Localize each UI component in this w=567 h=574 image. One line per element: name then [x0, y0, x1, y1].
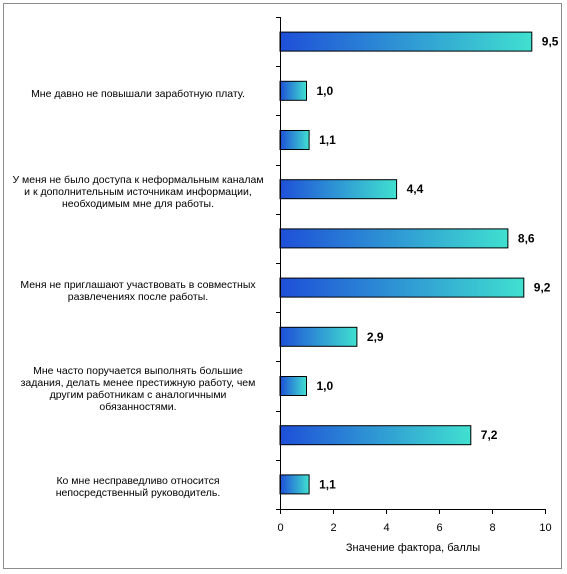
category-label-5: Меня не приглашают участвовать в совмест…: [2, 279, 274, 303]
value-label-2: 1,1: [319, 133, 336, 147]
x-tick-label-0: 0: [277, 522, 283, 534]
bar-2: [279, 130, 310, 150]
bar-5: [279, 277, 525, 298]
bar-1: [279, 80, 307, 101]
x-tick-label-3: 6: [436, 522, 442, 534]
bar-3: [279, 179, 398, 200]
category-label-3: У меня не было доступа к неформальным ка…: [2, 174, 274, 210]
bar-9: [279, 474, 310, 495]
category-label-1: Мне давно не повышали заработную плату.: [2, 88, 274, 100]
bar-8: [279, 425, 472, 446]
value-label-1: 1,0: [317, 84, 334, 98]
category-label-line: Мне часто поручается выполнять большие: [33, 365, 243, 377]
value-label-4: 8,6: [518, 231, 535, 245]
category-label-line: задания, делать менее престижную работу,…: [20, 377, 256, 389]
category-label-line: и к дополнительным источникам информации…: [24, 186, 252, 199]
value-label-9: 1,1: [319, 477, 336, 491]
category-label-line: развлечениях после работы.: [67, 290, 209, 303]
x-tick-label-4: 8: [489, 522, 495, 534]
value-label-0: 9,5: [542, 35, 559, 49]
value-label-3: 4,4: [407, 182, 424, 196]
value-label-6: 2,9: [367, 330, 384, 344]
category-label-9: Ко мне несправедливо относится непосредст…: [2, 475, 274, 499]
bar-0: [279, 31, 533, 52]
bar-4: [279, 228, 509, 249]
x-tick-label-5: 10: [539, 522, 551, 534]
category-label-line: У меня не было доступа к неформальным ка…: [12, 174, 264, 187]
x-tick-label-1: 2: [330, 522, 336, 534]
category-label-line: Ко мне несправедливо относится: [56, 475, 220, 488]
category-label-7: Мне часто поручается выполнять большие за…: [2, 365, 274, 413]
value-label-7: 1,0: [317, 379, 334, 393]
category-label-line: другим работникам с аналогичными: [49, 389, 227, 401]
category-label-line: необходимым мне для работы.: [62, 198, 214, 211]
category-label-line: Мне давно не повышали заработную плату.: [31, 87, 245, 100]
value-label-8: 7,2: [481, 428, 498, 442]
value-label-5: 9,2: [534, 281, 551, 295]
x-tick-label-2: 4: [383, 522, 389, 534]
bar-6: [279, 326, 358, 347]
bar-7: [279, 376, 307, 396]
x-axis-title: Значение фактора, баллы: [346, 542, 480, 554]
category-label-line: обязанностями.: [99, 401, 177, 413]
category-label-line: непосредственный руководитель.: [55, 487, 221, 500]
category-label-line: Меня не приглашают участвовать в совмест…: [20, 278, 256, 291]
